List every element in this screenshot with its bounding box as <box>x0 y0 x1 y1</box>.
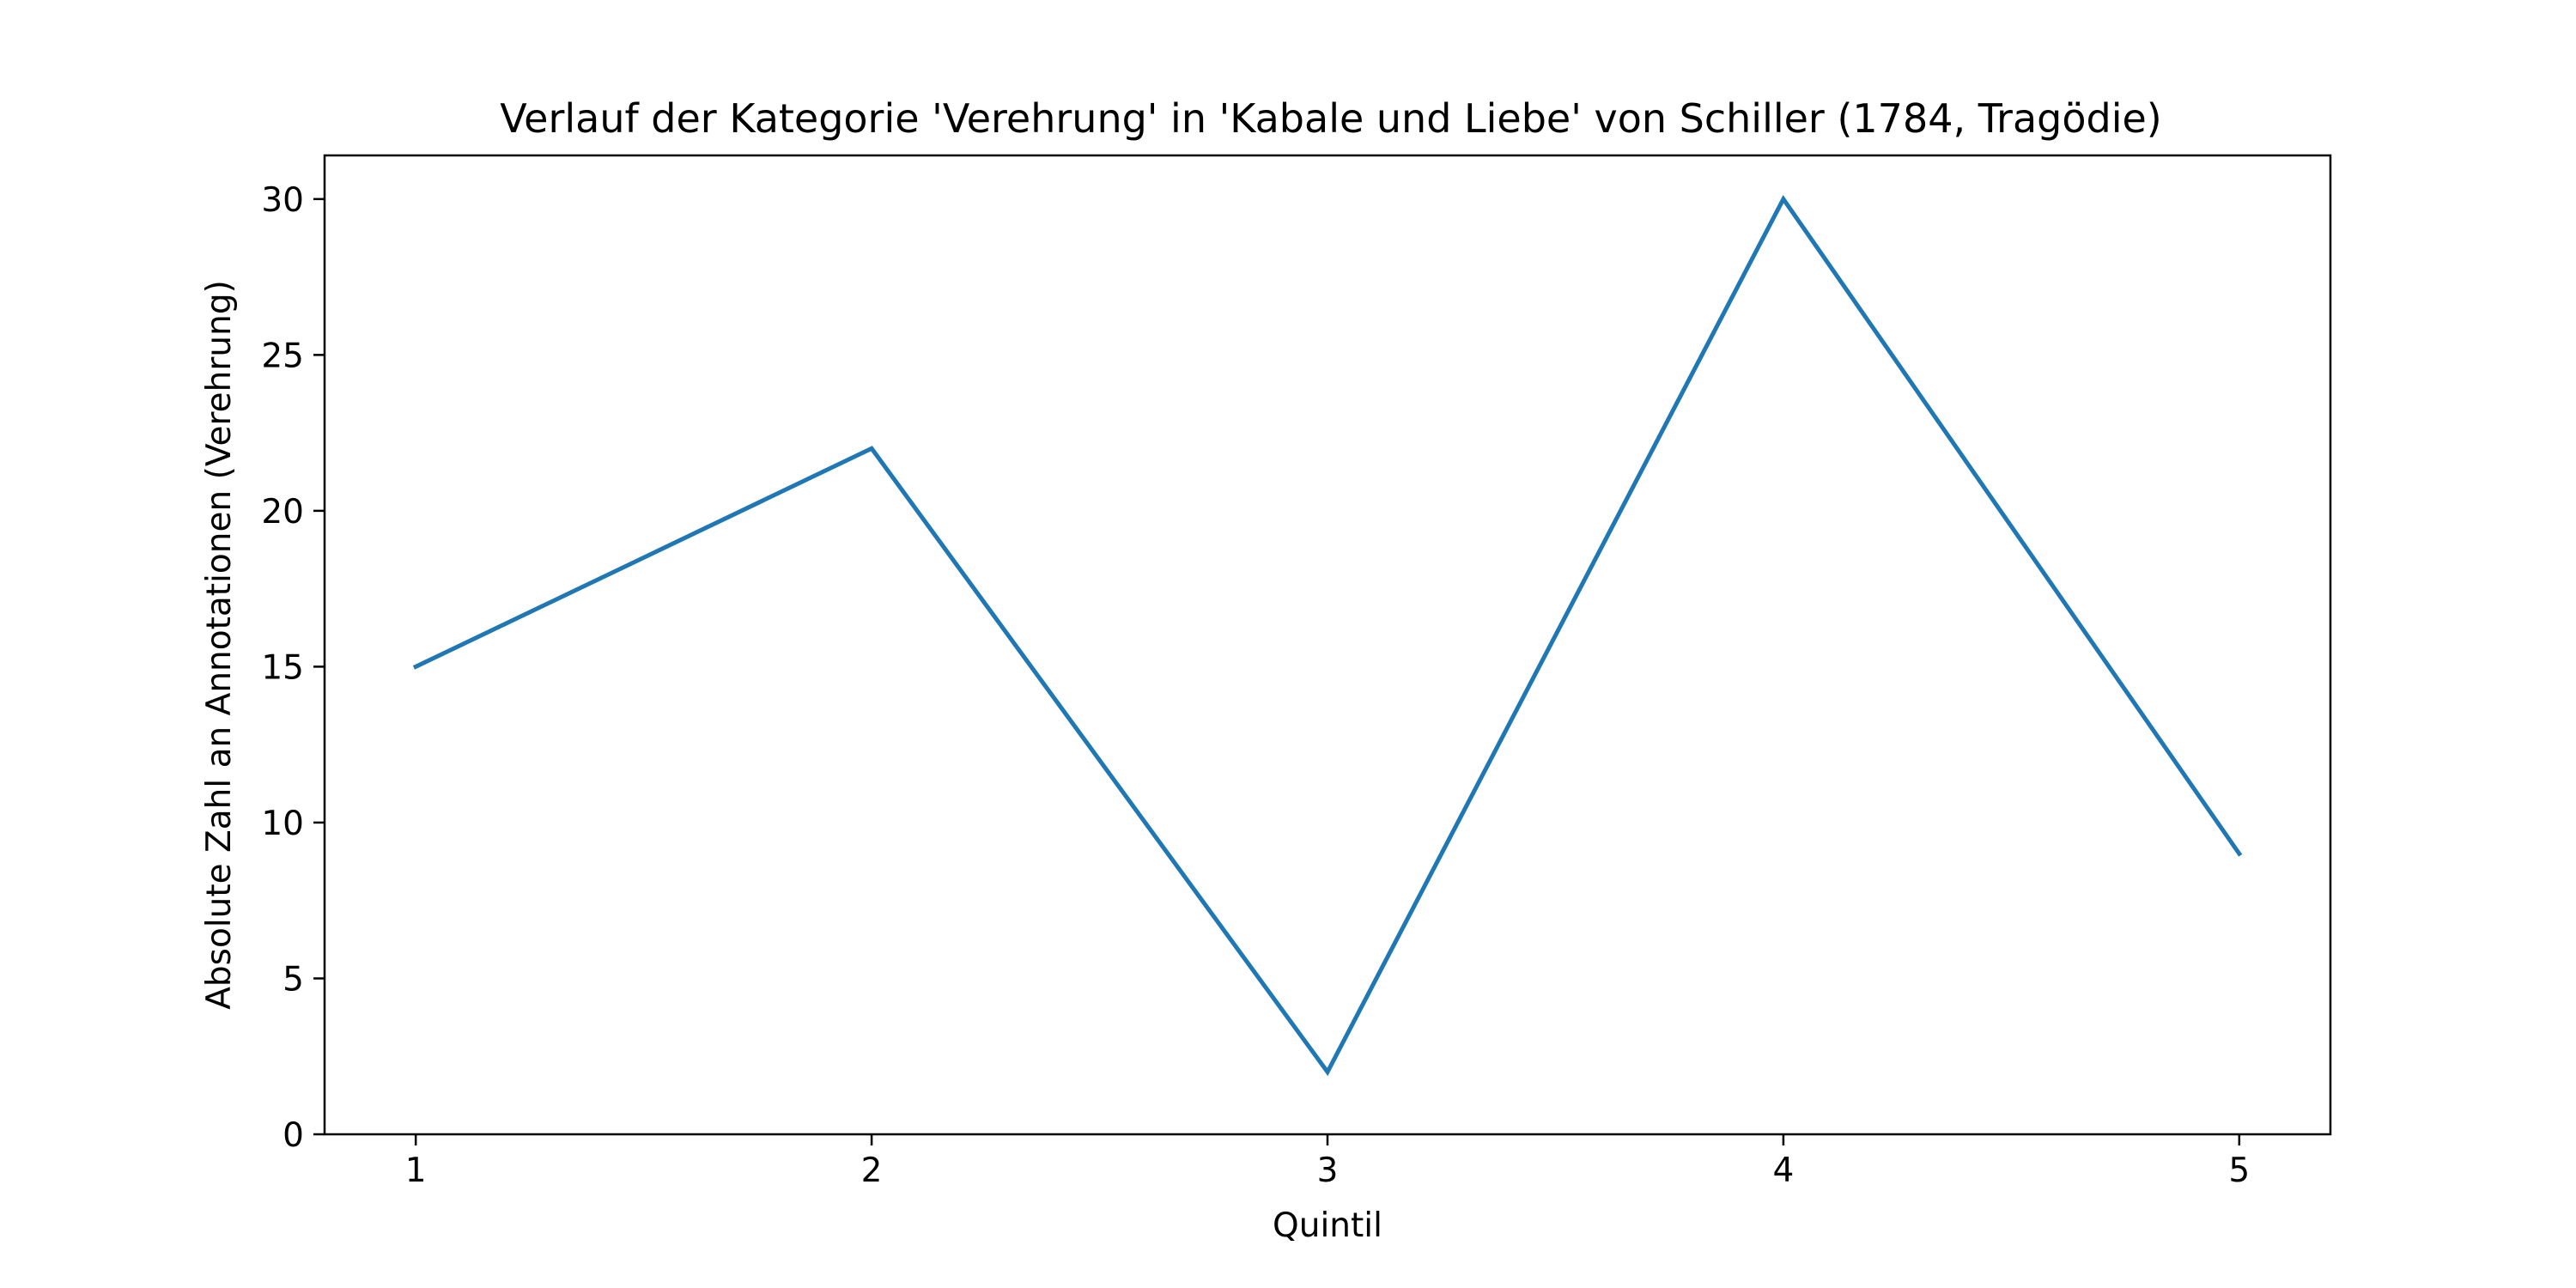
y-tick-label: 20 <box>261 493 304 532</box>
y-axis: 0 5 10 15 20 25 30 <box>261 181 325 1155</box>
y-axis-label: Absolute Zahl an Annotationen (Verehrung… <box>200 280 239 1010</box>
y-tick-label: 25 <box>261 337 304 375</box>
series-line <box>412 194 2243 1077</box>
y-tick-label: 10 <box>261 805 304 843</box>
x-tick-label: 5 <box>2228 1151 2250 1190</box>
y-tick-label: 0 <box>283 1116 304 1155</box>
x-axis: 1 2 3 4 5 <box>405 1134 2250 1190</box>
x-tick-label: 4 <box>1772 1151 1794 1190</box>
y-tick-label: 30 <box>261 181 304 220</box>
x-tick-label: 2 <box>861 1151 883 1190</box>
y-tick-label: 15 <box>261 648 304 687</box>
series-layer <box>412 194 2243 1077</box>
y-tick-label: 5 <box>283 960 304 999</box>
x-tick-label: 1 <box>405 1151 427 1190</box>
chart-title: Verlauf der Kategorie 'Verehrung' in 'Ka… <box>500 95 2161 142</box>
x-tick-label: 3 <box>1317 1151 1339 1190</box>
x-axis-label: Quintil <box>1273 1206 1382 1245</box>
